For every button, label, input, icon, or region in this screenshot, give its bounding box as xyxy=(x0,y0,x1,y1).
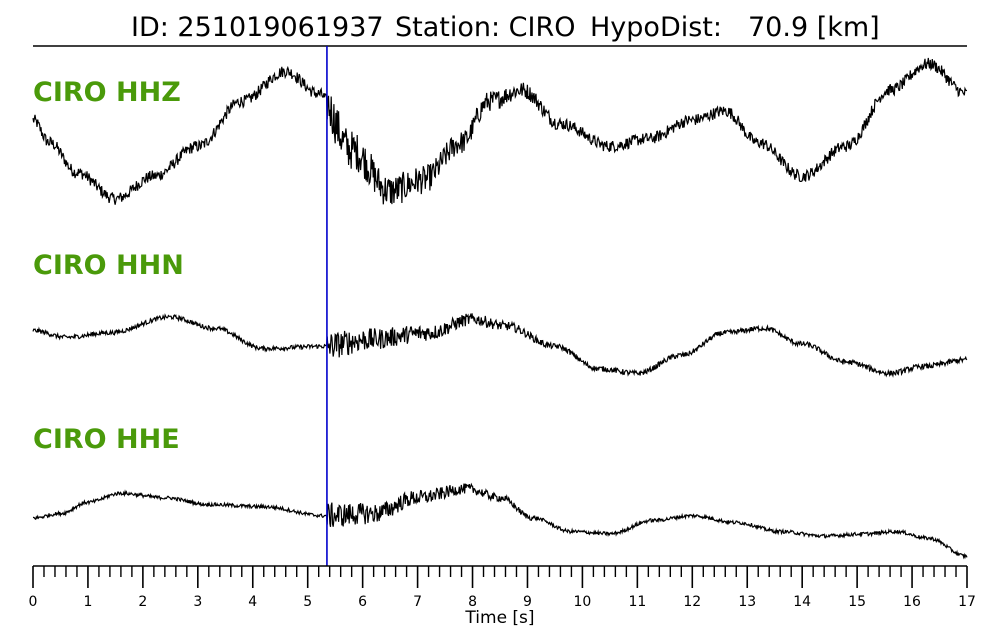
time-axis: 0 1 2 3 4 5 6 7 8 9 10 11 12 13 14 15 16 17 xyxy=(29,565,976,610)
x-tick-label: 14 xyxy=(793,594,811,610)
trace-ciro-hhe xyxy=(32,482,968,560)
x-tick-label: 16 xyxy=(903,594,921,610)
x-tick-label: 15 xyxy=(848,594,866,610)
x-tick-label: 4 xyxy=(248,594,257,610)
x-tick-label: 17 xyxy=(958,594,976,610)
x-tick-label: 13 xyxy=(738,594,756,610)
channel-label-hhe: CIRO HHE xyxy=(33,424,180,455)
x-tick-label: 5 xyxy=(303,594,312,610)
x-tick-label: 2 xyxy=(138,594,147,610)
trace-ciro-hhz xyxy=(32,57,968,205)
waveform-traces xyxy=(32,57,968,560)
title-hypodist-value: 70.9 [km] xyxy=(748,12,880,43)
x-axis-label: Time [s] xyxy=(464,608,534,628)
x-tick-label: 8 xyxy=(468,594,477,610)
channel-label-hhz: CIRO HHZ xyxy=(33,77,181,108)
x-tick-label: 11 xyxy=(628,594,646,610)
trace-ciro-hhn xyxy=(32,312,968,378)
x-tick-label: 12 xyxy=(683,594,701,610)
x-tick-label: 3 xyxy=(193,594,202,610)
x-tick-label: 1 xyxy=(83,594,92,610)
x-tick-label: 9 xyxy=(523,594,532,610)
x-tick-label: 0 xyxy=(29,594,38,610)
title-event-id: ID: 251019061937 xyxy=(131,12,384,43)
title-station: Station: CIRO xyxy=(395,12,576,43)
x-tick-label: 7 xyxy=(413,594,422,610)
x-tick-label: 10 xyxy=(573,594,591,610)
title-hypodist-label: HypoDist: xyxy=(590,12,722,43)
channel-label-hhn: CIRO HHN xyxy=(33,250,184,281)
x-tick-label: 6 xyxy=(358,594,367,610)
